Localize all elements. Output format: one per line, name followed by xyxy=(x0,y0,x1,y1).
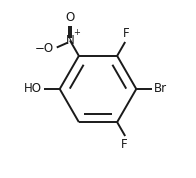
Text: +: + xyxy=(73,28,80,37)
Text: F: F xyxy=(121,138,128,151)
Text: F: F xyxy=(123,27,129,40)
Text: O: O xyxy=(65,11,75,23)
Text: Br: Br xyxy=(154,82,167,96)
Text: N: N xyxy=(66,34,74,47)
Text: −O: −O xyxy=(35,42,54,55)
Text: HO: HO xyxy=(24,82,42,96)
